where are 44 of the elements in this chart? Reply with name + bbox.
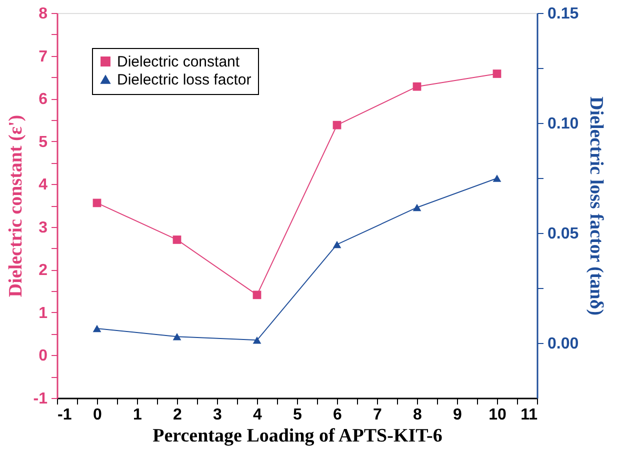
- x-tick-label: -1: [58, 406, 72, 424]
- point: [92, 198, 102, 208]
- x-tick-label: 6: [333, 406, 342, 424]
- y-tick-label: -1: [33, 390, 48, 408]
- point: [252, 336, 262, 344]
- point: [172, 332, 182, 340]
- y-axis-title: Dielectric constant (ε'): [5, 114, 26, 298]
- legend-label: Dielectric loss factor: [117, 72, 252, 88]
- x-tick-label: 5: [293, 406, 302, 424]
- x-tick-label: 3: [213, 406, 222, 424]
- point: [492, 70, 502, 78]
- x-tick-label: 7: [373, 406, 382, 424]
- y2-tick-label: 0.15: [548, 6, 579, 22]
- x-tick-label: 2: [173, 406, 182, 424]
- y2-axis-title: Dielectric loss factor (tanδ): [586, 96, 607, 316]
- y-tick-label: 7: [38, 48, 48, 66]
- x-tick-label: 9: [453, 406, 462, 424]
- y-tick-label: 8: [38, 6, 48, 22]
- point: [172, 236, 182, 244]
- point: [412, 82, 422, 91]
- x-tick-label: 1: [133, 406, 142, 424]
- y-tick-label: 3: [38, 219, 48, 236]
- y2-tick-label: 0.00: [548, 336, 579, 352]
- x-tick-label: 4: [253, 406, 262, 424]
- y-tick-label: 0: [38, 348, 48, 365]
- y-tick-label: 5: [38, 134, 48, 151]
- x-axis-title: Percentage Loading of APTS-KIT-6: [152, 426, 442, 446]
- y-tick-label: 6: [38, 91, 48, 108]
- point: [92, 324, 102, 332]
- y-tick-label: 1: [38, 304, 48, 322]
- y-tick-label: 2: [38, 262, 48, 280]
- legend-label: Dielectric constant: [117, 54, 240, 70]
- y2-tick-label: 0.10: [548, 116, 579, 132]
- y2-tick-label: 0.05: [548, 226, 579, 242]
- y-tick-label: 4: [38, 176, 48, 194]
- x-tick-label: 11: [520, 406, 538, 424]
- point: [412, 204, 422, 212]
- point: [252, 290, 262, 300]
- x-tick-label: 8: [413, 406, 422, 424]
- point: [492, 174, 502, 182]
- point: [332, 120, 342, 130]
- x-tick-label: 0: [93, 406, 102, 424]
- point: [332, 240, 342, 248]
- x-tick-label: 10: [488, 406, 506, 424]
